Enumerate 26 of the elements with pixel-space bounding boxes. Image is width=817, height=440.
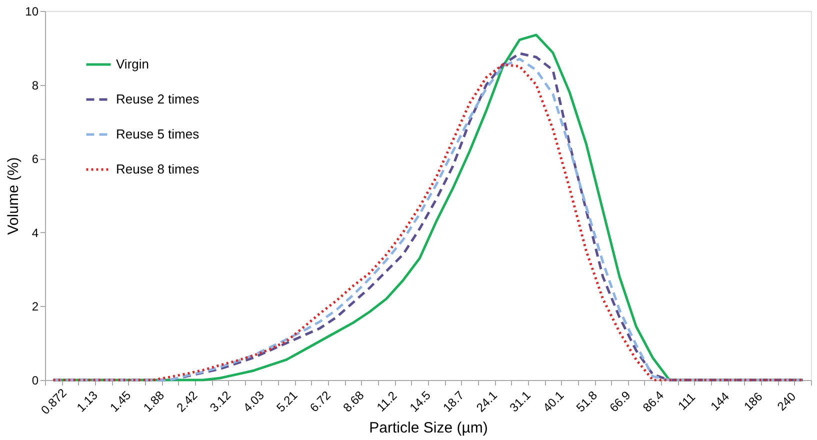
x-tick-label: 66.9 — [606, 388, 634, 415]
x-tick-label: 4.03 — [240, 388, 268, 415]
legend-label: Reuse 2 times — [116, 92, 200, 106]
y-tick-label: 4 — [32, 226, 39, 240]
x-tick-label: 240 — [774, 389, 799, 414]
legend-label: Reuse 8 times — [116, 162, 200, 176]
y-axis-title: Volume (%) — [5, 157, 22, 235]
y-tick-label: 8 — [32, 78, 39, 92]
legend-label: Reuse 5 times — [116, 126, 200, 142]
x-tick-label: 40.1 — [540, 388, 567, 415]
x-tick-label: 144 — [708, 389, 732, 414]
x-tick-label: 111 — [675, 390, 698, 413]
x-tick-label: 31.1 — [506, 388, 534, 415]
y-tick-label: 10 — [25, 4, 39, 18]
x-tick-label: 11.2 — [374, 388, 400, 414]
x-tick-label: 186 — [741, 389, 766, 414]
x-tick-label: 51.8 — [573, 388, 600, 415]
y-tick-label: 2 — [32, 300, 39, 314]
x-tick-label: 5.21 — [274, 388, 300, 415]
y-tick-label: 0 — [32, 374, 39, 388]
x-axis-title: Particle Size (µm) — [369, 419, 488, 436]
x-tick-label: 3.12 — [207, 388, 234, 415]
y-tick-label: 6 — [32, 152, 39, 166]
x-tick-label: 6.72 — [307, 388, 334, 415]
x-tick-label: 8.68 — [340, 388, 367, 415]
legend-label: Virgin — [116, 56, 150, 72]
